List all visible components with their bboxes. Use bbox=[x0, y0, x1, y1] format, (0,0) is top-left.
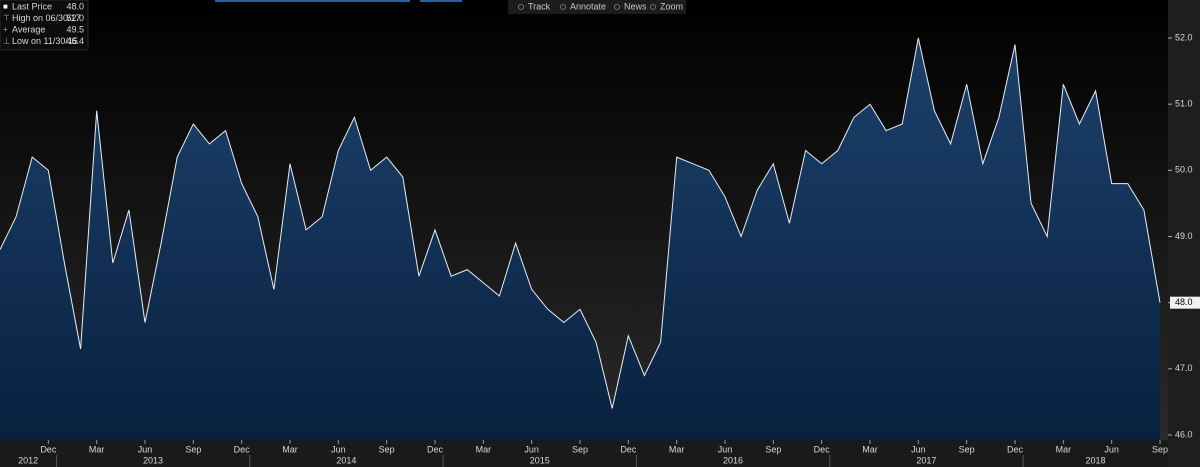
x-tick-label: Sep bbox=[379, 444, 395, 454]
legend-label: Last Price bbox=[12, 1, 52, 11]
y-axis-panel bbox=[1168, 0, 1200, 467]
legend-label: Average bbox=[12, 24, 45, 34]
legend-value: 52.0 bbox=[66, 13, 84, 23]
x-tick-label: Jun bbox=[138, 444, 153, 454]
year-label: 2014 bbox=[336, 455, 356, 465]
x-tick-label: Dec bbox=[620, 444, 637, 454]
x-tick-label: Sep bbox=[959, 444, 975, 454]
area bbox=[0, 38, 1160, 440]
x-tick-label: Sep bbox=[185, 444, 201, 454]
plot-area bbox=[0, 37, 1161, 440]
x-tick-label: Jun bbox=[524, 444, 539, 454]
legend-value: 46.4 bbox=[66, 36, 84, 46]
toolbar-icon bbox=[614, 4, 620, 10]
x-tick-label: Mar bbox=[89, 444, 105, 454]
x-tick-label: Mar bbox=[476, 444, 492, 454]
line bbox=[0, 37, 1161, 409]
year-label: 2013 bbox=[143, 455, 163, 465]
toolbar bbox=[508, 0, 686, 14]
toolbar-item[interactable]: News bbox=[624, 1, 647, 11]
x-tick-label: Dec bbox=[234, 444, 251, 454]
legend-icon: ⊥ bbox=[3, 37, 10, 46]
year-label: 2018 bbox=[1086, 455, 1106, 465]
x-tick-label: Dec bbox=[427, 444, 444, 454]
x-tick-label: Mar bbox=[862, 444, 878, 454]
legend-label: High on 06/30/17 bbox=[12, 13, 81, 23]
x-tick-label: Sep bbox=[765, 444, 781, 454]
year-label: 2015 bbox=[530, 455, 550, 465]
x-tick-label: Mar bbox=[1056, 444, 1072, 454]
legend-icon: ■ bbox=[3, 2, 8, 11]
y-tick-label: 52.0 bbox=[1175, 32, 1193, 42]
y-tick-label: 51.0 bbox=[1175, 99, 1193, 109]
toolbar-icon bbox=[560, 4, 566, 10]
year-label: 2012 bbox=[18, 455, 38, 465]
year-label: 2016 bbox=[723, 455, 743, 465]
y-tick-label: 47.0 bbox=[1175, 363, 1193, 373]
legend-icon: ⊤ bbox=[3, 14, 10, 23]
x-tick-label: Dec bbox=[1007, 444, 1024, 454]
last-price-label: 48.0 bbox=[1175, 297, 1193, 307]
x-tick-label: Sep bbox=[1152, 444, 1168, 454]
x-tick-label: Jun bbox=[331, 444, 346, 454]
toolbar-item[interactable]: Track bbox=[528, 1, 551, 11]
year-label: 2017 bbox=[916, 455, 936, 465]
legend-value: 49.5 bbox=[66, 24, 84, 34]
last-price-tag bbox=[1170, 296, 1200, 309]
toolbar-item[interactable]: Zoom bbox=[660, 1, 683, 11]
y-tick-label: 49.0 bbox=[1175, 231, 1193, 241]
top-accent bbox=[215, 0, 410, 2]
x-tick-label: Mar bbox=[282, 444, 298, 454]
x-tick-label: Mar bbox=[669, 444, 685, 454]
y-tick-label: 50.0 bbox=[1175, 165, 1193, 175]
x-tick-label: Jun bbox=[718, 444, 733, 454]
toolbar-icon bbox=[650, 4, 656, 10]
x-tick-label: Jun bbox=[911, 444, 926, 454]
x-tick-label: Jun bbox=[1104, 444, 1119, 454]
toolbar-icon bbox=[518, 4, 524, 10]
y-tick-label: 46.0 bbox=[1175, 429, 1193, 439]
x-tick-label: Dec bbox=[814, 444, 831, 454]
x-tick-label: Sep bbox=[572, 444, 588, 454]
x-tick-label: Dec bbox=[40, 444, 57, 454]
top-accent bbox=[420, 0, 462, 2]
legend-label: Low on 11/30/15 bbox=[12, 36, 78, 46]
legend-box bbox=[0, 0, 89, 51]
toolbar-item[interactable]: Annotate bbox=[570, 1, 606, 11]
legend-value: 48.0 bbox=[66, 1, 84, 11]
x-axis-panel bbox=[0, 440, 1168, 467]
legend-icon: + bbox=[3, 25, 8, 34]
